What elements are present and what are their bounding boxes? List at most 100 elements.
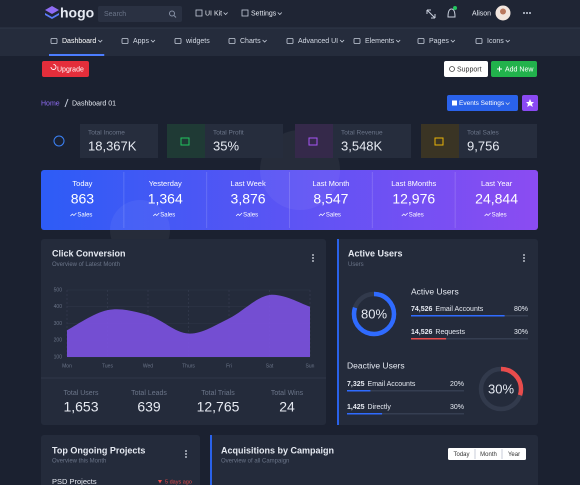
trend-icon (235, 212, 243, 217)
x-tick-label: Sun (306, 363, 315, 369)
total-value: 12,765 (197, 399, 240, 415)
button-label: Events Settings (459, 100, 505, 107)
nav-icon (353, 38, 361, 44)
stat-value: 18,367K (88, 138, 137, 153)
range-option[interactable]: Today (453, 452, 469, 458)
nav-item[interactable]: Apps (133, 38, 149, 45)
card-menu-icon[interactable] (185, 450, 187, 458)
stat-card (205, 124, 283, 158)
row-value: 30% (450, 404, 464, 411)
x-tick-label: Mon (62, 363, 72, 369)
card-title: Acquisitions by Campaign (221, 445, 334, 455)
trend-icon (153, 212, 160, 217)
total-label: Total Users (63, 390, 99, 397)
range-option[interactable]: Year (508, 452, 520, 458)
area (67, 294, 310, 357)
header-menu[interactable]: UI Kit (205, 10, 222, 17)
stat-icon-box (421, 124, 459, 158)
period-label: Yesterday (149, 179, 182, 188)
total-value: 639 (137, 399, 161, 415)
stat-card (459, 124, 537, 158)
down-icon (158, 480, 162, 484)
calendar-icon (452, 100, 457, 106)
period-label: Last Year (481, 179, 513, 188)
y-tick-label: 500 (54, 287, 63, 293)
nav-item[interactable]: Charts (240, 38, 261, 45)
stat-icon (434, 137, 444, 146)
progress-bar (411, 338, 447, 340)
stat-value: 3,548K (341, 138, 383, 153)
add-new-button[interactable] (491, 61, 537, 77)
stat-label: Total Profit (213, 130, 244, 137)
nav-item[interactable]: widgets (185, 38, 210, 45)
chevron-icon (223, 12, 228, 16)
y-tick-label: 300 (54, 321, 63, 327)
total-value: 1,653 (63, 399, 98, 415)
support-button[interactable] (444, 61, 488, 77)
card-title: Top Ongoing Projects (52, 445, 145, 455)
logo: hogo (60, 5, 94, 21)
nav-item[interactable]: Advanced UI (298, 38, 338, 45)
card-title: Active Users (348, 248, 403, 258)
range-option[interactable]: Month (480, 452, 497, 458)
button-label: Support (457, 66, 482, 73)
nav-icon (228, 38, 236, 44)
x-tick-label: Sat (266, 363, 274, 369)
user-name[interactable]: Alison (472, 10, 491, 17)
stat-icon (308, 137, 318, 146)
card-subtitle: Overview of Latest Month (52, 262, 120, 268)
progress-bar (347, 413, 383, 415)
donut-arc (478, 366, 524, 412)
period-unit: Sales (492, 213, 507, 219)
button-label: Upgrade (57, 66, 84, 73)
bell-icon[interactable] (447, 8, 456, 18)
nav-item[interactable]: Pages (429, 38, 449, 45)
row-value: 20% (450, 381, 464, 388)
period-label: Last Week (230, 179, 266, 188)
button-label: Add New (505, 66, 534, 73)
stat-label: Total Income (88, 130, 125, 137)
period-unit: Sales (77, 213, 92, 219)
acquisitions-card (210, 435, 538, 485)
project-time: 5 days ago (165, 479, 192, 485)
period-value: 1,364 (148, 191, 183, 207)
search-icon (169, 10, 175, 17)
card-menu-icon[interactable] (523, 254, 525, 262)
stat-label: Total Sales (467, 130, 500, 137)
period-value: 12,976 (392, 191, 435, 207)
progress-track (347, 413, 464, 415)
support-icon (449, 66, 455, 72)
y-tick-label: 200 (54, 338, 63, 344)
breadcrumb-home[interactable]: Home (41, 100, 60, 107)
project-name: PSD Projects (52, 477, 97, 485)
progress-bar (347, 390, 371, 392)
stat-icon-box (42, 124, 80, 158)
header-menu[interactable]: Settings (251, 10, 277, 17)
period-unit: Sales (160, 213, 175, 219)
period-value: 8,547 (313, 191, 348, 207)
nav-item[interactable]: Icons (487, 38, 504, 45)
chevron-icon (339, 39, 345, 43)
stat-icon-box (167, 124, 205, 158)
upgrade-button[interactable] (42, 61, 89, 77)
chevron-icon (395, 39, 401, 43)
notification-dot (453, 6, 457, 10)
card-menu-icon[interactable] (312, 254, 314, 262)
row-label: Email Accounts (368, 381, 416, 388)
period-label: Last 8Months (391, 179, 436, 188)
stat-value: 35% (213, 138, 239, 153)
x-tick-label: Tues (102, 363, 113, 369)
events-button[interactable] (447, 95, 518, 111)
card-accent (337, 239, 339, 425)
row-count: 74,526 (411, 306, 433, 313)
nav-item[interactable]: Dashboard (62, 38, 96, 45)
active-users-card (337, 239, 538, 425)
section-title: Deactive Users (347, 360, 405, 370)
fullscreen-icon[interactable] (426, 9, 436, 19)
search-box[interactable] (98, 6, 182, 22)
nav-icon (50, 38, 58, 44)
nav-item[interactable]: Elements (365, 38, 395, 45)
more-icon[interactable] (523, 12, 531, 14)
breadcrumb-separator (64, 98, 69, 108)
